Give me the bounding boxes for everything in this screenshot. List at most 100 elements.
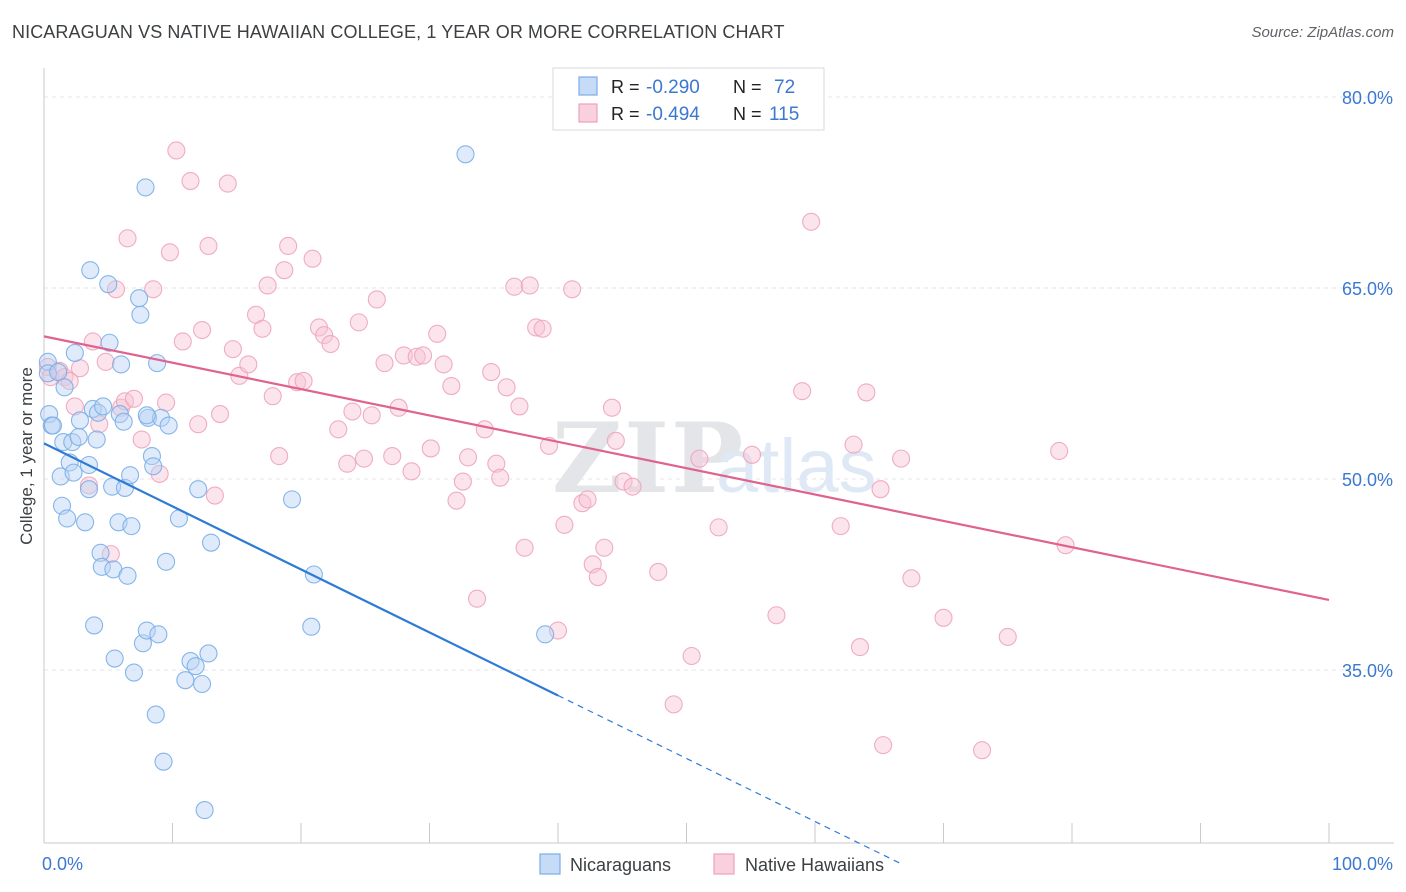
nicaraguans-point-14 [65, 343, 84, 362]
nicaraguans-point-58 [176, 671, 195, 690]
nicaraguans-point-23 [87, 430, 106, 449]
nicaraguans-point-9 [55, 378, 74, 397]
bottom-legend-label-nicaraguans: Nicaraguans [570, 855, 671, 875]
nicaraguans-point-5 [49, 362, 68, 382]
legend-r-value-2: -0.494 [646, 104, 700, 125]
nicaraguans-points [38, 145, 555, 820]
nicaraguans-trend-line [43, 442, 559, 697]
nicaraguans-point-50 [146, 705, 165, 724]
native-hawaiians-point-30 [218, 174, 237, 193]
native-hawaiians-point-102 [831, 517, 850, 536]
nicaraguans-point-41 [124, 663, 143, 682]
native-hawaiians-point-42 [294, 371, 313, 391]
nicaraguans-point-2 [40, 405, 59, 424]
native-hawaiians-point-83 [563, 280, 582, 299]
native-hawaiians-point-33 [239, 355, 258, 374]
nicaraguans-point-49 [144, 457, 163, 476]
nicaraguans-point-36 [114, 412, 133, 431]
nicaraguans-point-64 [199, 644, 218, 663]
nicaraguans-point-20 [81, 261, 100, 280]
native-hawaiians-point-70 [482, 362, 501, 382]
native-hawaiians-point-59 [407, 347, 426, 366]
native-hawaiians-point-98 [742, 445, 762, 464]
native-hawaiians-point-45 [315, 326, 334, 345]
correlation-legend: R = -0.290 N = 72 R = -0.494 N = 115 [552, 67, 825, 131]
native-hawaiians-point-17 [132, 430, 151, 449]
native-hawaiians-point-103 [844, 435, 863, 454]
nicaraguans-point-29 [100, 333, 119, 352]
nicaraguans-point-70 [536, 625, 555, 644]
native-hawaiians-point-92 [623, 477, 642, 496]
nicaraguans-point-18 [79, 480, 99, 499]
watermark: ZIP atlas [552, 402, 877, 515]
native-hawaiians-point-112 [998, 627, 1017, 646]
native-hawaiians-point-91 [614, 472, 633, 491]
legend-r-label-1: R = [611, 77, 640, 97]
nicaraguans-point-10 [58, 509, 77, 528]
native-hawaiians-point-6 [70, 359, 90, 378]
native-hawaiians-point-68 [467, 589, 487, 608]
native-hawaiians-point-52 [362, 406, 381, 425]
y-axis-label: College, 1 year or more [17, 367, 36, 545]
legend-n-label-1: N = [733, 77, 762, 97]
y-tick-label-80: 80.0% [1342, 88, 1393, 108]
native-hawaiians-point-74 [505, 277, 524, 296]
native-hawaiians-point-36 [258, 276, 277, 295]
native-hawaiians-point-82 [555, 515, 574, 534]
bottom-legend-swatch-native-hawaiians [713, 853, 735, 875]
native-hawaiians-point-64 [442, 376, 461, 396]
nicaraguans-point-35 [112, 355, 131, 374]
nicaraguans-point-53 [151, 408, 170, 427]
y-tick-label-50: 50.0% [1342, 470, 1393, 490]
nicaraguans-point-28 [99, 275, 118, 294]
nicaraguans-point-62 [193, 674, 212, 694]
native-hawaiians-point-51 [354, 449, 374, 468]
native-hawaiians-point-19 [150, 464, 169, 483]
nicaraguans-point-61 [189, 480, 208, 499]
native-hawaiians-point-78 [527, 318, 546, 337]
nicaraguans-point-59 [181, 652, 200, 671]
native-hawaiians-point-111 [972, 741, 992, 760]
native-hawaiians-point-94 [664, 695, 683, 714]
native-hawaiians-point-109 [902, 569, 921, 588]
native-hawaiians-point-54 [375, 354, 394, 373]
native-hawaiians-point-107 [874, 736, 893, 755]
nicaraguans-point-54 [154, 752, 173, 771]
native-hawaiians-point-104 [850, 638, 870, 657]
nicaraguans-point-63 [195, 801, 214, 820]
nicaraguans-point-69 [456, 145, 475, 164]
native-hawaiians-point-108 [892, 449, 911, 468]
native-hawaiians-point-26 [193, 320, 212, 340]
native-hawaiians-point-72 [491, 468, 510, 487]
nicaraguans-point-16 [70, 411, 90, 430]
bottom-legend-swatch-nicaraguans [539, 853, 561, 875]
legend-n-value-1: 72 [774, 77, 795, 98]
native-hawaiians-point-90 [606, 431, 625, 450]
native-hawaiians-point-20 [157, 393, 176, 412]
x-ticks [43, 823, 1330, 843]
nicaraguans-point-67 [302, 617, 321, 636]
legend-swatch-nicaraguans [578, 76, 598, 96]
nicaraguans-point-45 [136, 178, 155, 197]
nicaraguans-point-65 [202, 533, 221, 552]
native-hawaiians-point-87 [588, 567, 607, 587]
native-hawaiians-point-113 [1050, 441, 1069, 461]
nicaraguans-point-17 [76, 513, 95, 532]
nicaraguans-point-4 [43, 416, 63, 435]
native-hawaiians-point-88 [595, 538, 614, 557]
nicaraguans-point-15 [69, 427, 88, 447]
native-hawaiians-point-77 [520, 276, 539, 295]
nicaraguans-point-71 [137, 406, 156, 425]
nicaraguans-point-43 [131, 305, 150, 324]
watermark-atlas: atlas [716, 424, 877, 509]
gridlines [44, 96, 1394, 671]
native-hawaiians-point-24 [181, 171, 200, 191]
native-hawaiians-point-60 [414, 346, 433, 365]
nicaraguans-point-52 [149, 625, 168, 644]
nicaraguans-point-46 [137, 621, 156, 640]
trend-lines [43, 335, 1330, 865]
native-hawaiians-point-7 [79, 476, 99, 495]
series-legend: Nicaraguans Native Hawaiians [539, 853, 884, 875]
nicaraguans-trend-extension [557, 694, 902, 865]
native-hawaiians-point-63 [434, 355, 453, 374]
